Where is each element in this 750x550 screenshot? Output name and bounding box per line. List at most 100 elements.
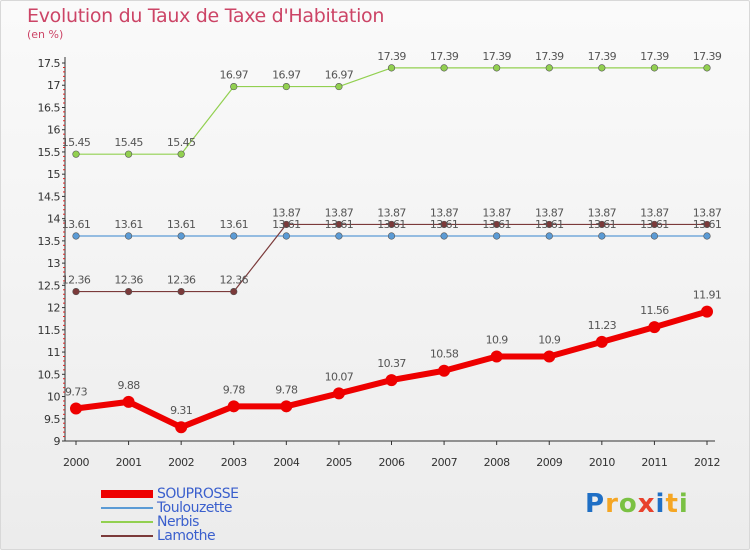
data-label-lamothe: 12.36 bbox=[220, 274, 249, 287]
data-label-nerbis: 16.97 bbox=[220, 69, 249, 82]
chart-subtitle: (en %) bbox=[27, 28, 64, 41]
legend-label: Nerbis bbox=[157, 514, 199, 530]
legend-label: Toulouzette bbox=[157, 500, 233, 516]
y-tick-label: 16 bbox=[47, 124, 60, 137]
logo-letter: o bbox=[618, 489, 638, 519]
y-tick-label: 9.5 bbox=[44, 413, 60, 426]
data-label-lamothe: 13.87 bbox=[535, 206, 564, 219]
x-tick-label: 2007 bbox=[431, 456, 457, 469]
x-tick-label: 2003 bbox=[221, 456, 247, 469]
data-point-nerbis bbox=[335, 82, 343, 91]
data-point-souprosse bbox=[701, 305, 713, 318]
data-label-toulouzette: 13.61 bbox=[430, 218, 459, 231]
data-point-toulouzette bbox=[282, 232, 290, 240]
data-label-toulouzette: 13.61 bbox=[325, 218, 354, 231]
legend-item-toulouzette: Toulouzette bbox=[101, 500, 301, 516]
legend-swatch bbox=[101, 535, 153, 537]
data-point-lamothe bbox=[124, 287, 133, 296]
data-label-souprosse: 10.9 bbox=[486, 334, 509, 347]
data-label-toulouzette: 13.61 bbox=[62, 218, 91, 231]
legend-item-souprosse: SOUPROSSE bbox=[101, 486, 301, 502]
data-label-souprosse: 10.58 bbox=[430, 348, 459, 361]
data-point-souprosse bbox=[438, 364, 451, 377]
x-tick-label: 2002 bbox=[168, 456, 194, 469]
y-tick-label: 16.5 bbox=[38, 101, 61, 114]
data-label-souprosse: 10.37 bbox=[377, 357, 406, 370]
y-tick-label: 12 bbox=[47, 302, 60, 315]
data-label-nerbis: 15.45 bbox=[62, 136, 91, 149]
y-tick-label: 14.5 bbox=[38, 190, 61, 203]
data-label-lamothe: 12.36 bbox=[62, 274, 91, 287]
data-point-souprosse bbox=[595, 335, 608, 348]
y-tick-label: 17.5 bbox=[38, 57, 61, 70]
data-point-souprosse bbox=[648, 321, 661, 334]
data-label-souprosse: 11.23 bbox=[588, 319, 617, 332]
data-label-toulouzette: 13.61 bbox=[693, 218, 722, 231]
data-label-lamothe: 13.87 bbox=[430, 206, 459, 219]
data-point-toulouzette bbox=[440, 232, 448, 240]
data-point-toulouzette bbox=[598, 232, 606, 240]
data-point-nerbis bbox=[177, 150, 185, 158]
proxiti-logo: Proxiti bbox=[585, 489, 689, 519]
data-point-nerbis bbox=[124, 150, 133, 158]
legend-swatch bbox=[101, 507, 153, 509]
x-tick-label: 2005 bbox=[326, 456, 352, 469]
data-point-lamothe bbox=[282, 220, 290, 229]
data-point-nerbis bbox=[282, 82, 290, 91]
data-label-lamothe: 13.87 bbox=[588, 206, 617, 219]
data-point-lamothe bbox=[545, 220, 553, 229]
data-label-nerbis: 17.39 bbox=[535, 50, 564, 63]
data-label-nerbis: 17.39 bbox=[377, 50, 406, 63]
data-point-toulouzette bbox=[545, 232, 553, 240]
data-label-souprosse: 9.88 bbox=[118, 379, 141, 392]
legend-item-lamothe: Lamothe bbox=[101, 528, 301, 544]
data-label-nerbis: 17.39 bbox=[482, 50, 511, 63]
y-tick-label: 10.5 bbox=[38, 368, 61, 381]
data-point-lamothe bbox=[440, 220, 448, 229]
y-tick-label: 13 bbox=[47, 257, 60, 270]
data-point-lamothe bbox=[72, 287, 80, 296]
y-tick-label: 13.5 bbox=[38, 235, 61, 248]
data-point-toulouzette bbox=[335, 232, 343, 240]
data-point-toulouzette bbox=[177, 232, 185, 240]
data-label-nerbis: 17.39 bbox=[588, 50, 617, 63]
data-label-souprosse: 10.9 bbox=[538, 334, 561, 347]
data-point-toulouzette bbox=[72, 232, 80, 240]
data-label-nerbis: 15.45 bbox=[114, 136, 143, 149]
data-label-nerbis: 17.39 bbox=[430, 50, 459, 63]
legend-label: SOUPROSSE bbox=[157, 486, 239, 502]
data-label-nerbis: 17.39 bbox=[693, 50, 722, 63]
logo-letter: i bbox=[678, 489, 689, 519]
data-point-nerbis bbox=[650, 64, 659, 72]
chart-title: Evolution du Taux de Taxe d'Habitation bbox=[27, 5, 385, 27]
data-point-souprosse bbox=[385, 374, 398, 387]
data-label-lamothe: 13.87 bbox=[325, 206, 354, 219]
x-tick-label: 2004 bbox=[273, 456, 299, 469]
data-label-lamothe: 13.87 bbox=[377, 206, 406, 219]
data-point-nerbis bbox=[493, 64, 501, 72]
data-point-lamothe bbox=[703, 220, 711, 229]
logo-letter: P bbox=[585, 489, 606, 519]
data-label-souprosse: 9.78 bbox=[223, 383, 246, 396]
x-tick-label: 2001 bbox=[116, 456, 142, 469]
y-tick-label: 11 bbox=[47, 346, 60, 359]
data-label-toulouzette: 13.61 bbox=[535, 218, 564, 231]
data-point-nerbis bbox=[72, 150, 80, 158]
data-label-toulouzette: 13.61 bbox=[220, 218, 249, 231]
data-point-souprosse bbox=[543, 350, 556, 363]
data-label-nerbis: 15.45 bbox=[167, 136, 196, 149]
data-label-souprosse: 10.07 bbox=[325, 370, 354, 383]
data-label-nerbis: 16.97 bbox=[325, 69, 354, 82]
data-point-lamothe bbox=[650, 220, 659, 229]
data-label-toulouzette: 13.61 bbox=[272, 218, 301, 231]
legend-swatch bbox=[101, 490, 153, 498]
data-label-nerbis: 17.39 bbox=[640, 50, 669, 63]
data-label-toulouzette: 13.61 bbox=[640, 218, 669, 231]
y-tick-label: 15.5 bbox=[38, 146, 61, 159]
x-tick-label: 2011 bbox=[641, 456, 667, 469]
data-label-souprosse: 9.78 bbox=[275, 383, 298, 396]
data-point-nerbis bbox=[387, 64, 396, 72]
data-point-lamothe bbox=[230, 287, 238, 296]
data-point-lamothe bbox=[598, 220, 606, 229]
